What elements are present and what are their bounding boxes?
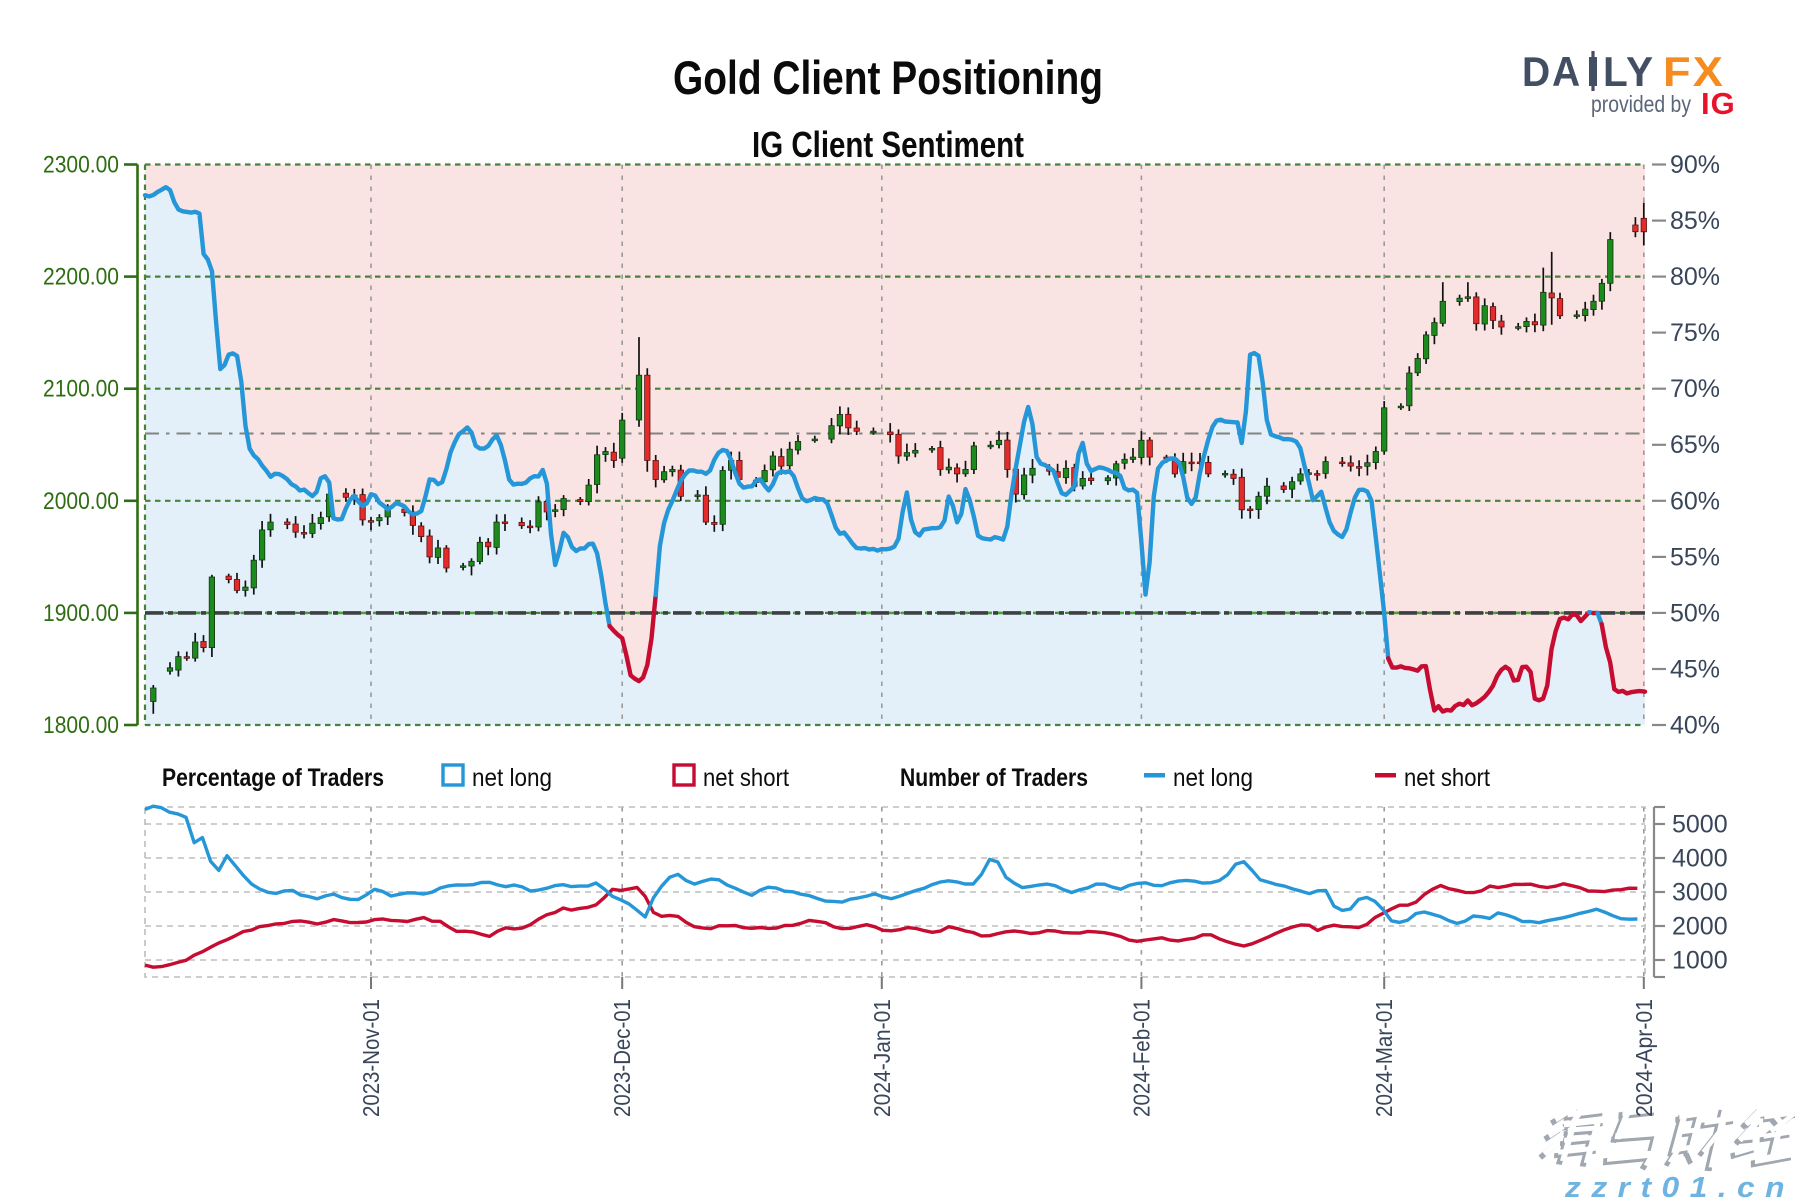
svg-text:2024-Feb-01: 2024-Feb-01 xyxy=(1128,999,1154,1117)
svg-text:1800.00: 1800.00 xyxy=(43,712,119,739)
svg-text:4000: 4000 xyxy=(1672,845,1728,873)
svg-text:5000: 5000 xyxy=(1672,811,1728,839)
svg-text:IG: IG xyxy=(1701,86,1736,121)
svg-text:70%: 70% xyxy=(1670,375,1720,403)
svg-text:2000: 2000 xyxy=(1672,913,1728,941)
svg-text:net short: net short xyxy=(1404,764,1490,792)
svg-text:50%: 50% xyxy=(1670,599,1720,627)
svg-text:2200.00: 2200.00 xyxy=(43,264,119,291)
svg-text:Percentage of Traders: Percentage of Traders xyxy=(162,764,384,792)
svg-text:2000.00: 2000.00 xyxy=(43,488,119,515)
svg-text:60%: 60% xyxy=(1670,487,1720,515)
svg-text:2024-Apr-01: 2024-Apr-01 xyxy=(1631,999,1657,1117)
svg-text:DA: DA xyxy=(1522,48,1582,95)
svg-text:85%: 85% xyxy=(1670,207,1720,235)
svg-text:2023-Nov-01: 2023-Nov-01 xyxy=(358,999,384,1117)
svg-text:80%: 80% xyxy=(1670,263,1720,291)
svg-text:2024-Mar-01: 2024-Mar-01 xyxy=(1371,999,1397,1117)
svg-text:net long: net long xyxy=(1173,764,1253,792)
svg-text:zzrt01.cn: zzrt01.cn xyxy=(1564,1172,1795,1200)
svg-text:net short: net short xyxy=(703,764,789,792)
svg-text:75%: 75% xyxy=(1670,319,1720,347)
svg-text:1000: 1000 xyxy=(1672,947,1728,975)
svg-text:provided by: provided by xyxy=(1591,91,1691,117)
svg-text:40%: 40% xyxy=(1670,712,1720,740)
svg-text:net long: net long xyxy=(472,764,552,792)
svg-text:Number of Traders: Number of Traders xyxy=(900,764,1088,792)
svg-text:IG Client Sentiment: IG Client Sentiment xyxy=(752,124,1024,165)
svg-text:LY: LY xyxy=(1603,48,1655,95)
svg-text:90%: 90% xyxy=(1670,151,1720,179)
svg-text:2023-Dec-01: 2023-Dec-01 xyxy=(609,999,635,1117)
svg-text:55%: 55% xyxy=(1670,543,1720,571)
svg-text:2024-Jan-01: 2024-Jan-01 xyxy=(869,999,895,1117)
svg-text:1900.00: 1900.00 xyxy=(43,600,119,627)
svg-text:2100.00: 2100.00 xyxy=(43,376,119,403)
svg-text:2300.00: 2300.00 xyxy=(43,152,119,179)
svg-text:Gold Client Positioning: Gold Client Positioning xyxy=(673,51,1103,104)
svg-text:65%: 65% xyxy=(1670,431,1720,459)
svg-text:FX: FX xyxy=(1663,48,1725,95)
svg-text:45%: 45% xyxy=(1670,656,1720,684)
svg-text:3000: 3000 xyxy=(1672,879,1728,907)
